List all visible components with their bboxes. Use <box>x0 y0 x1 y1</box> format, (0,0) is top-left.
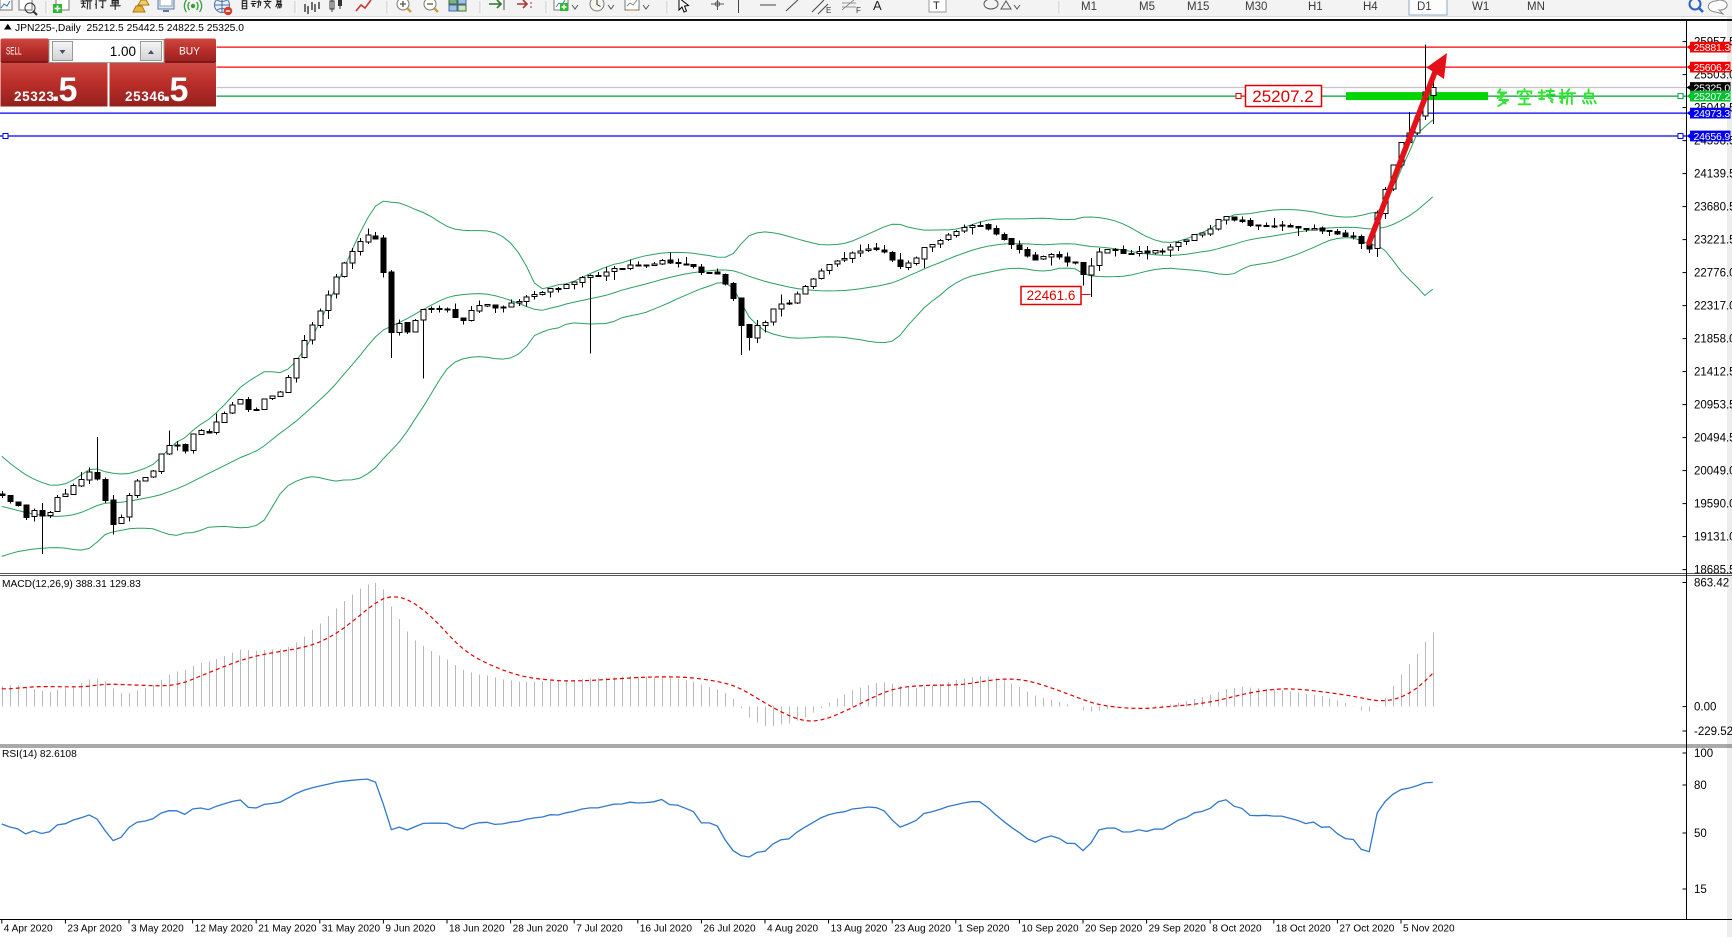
svg-text:25346: 25346 <box>125 89 166 104</box>
svg-text:H1: H1 <box>1308 1 1323 13</box>
svg-text:27 Oct 2020: 27 Oct 2020 <box>1339 924 1394 935</box>
svg-text:D1: D1 <box>1417 1 1432 13</box>
svg-text:MACD(12,26,9) 388.31 129.83: MACD(12,26,9) 388.31 129.83 <box>2 579 141 590</box>
svg-text:31 May 2020: 31 May 2020 <box>322 924 381 935</box>
svg-text:26 Jul 2020: 26 Jul 2020 <box>703 924 756 935</box>
svg-text:18685.5: 18685.5 <box>1694 565 1732 577</box>
svg-text:24973.3: 24973.3 <box>1694 108 1731 120</box>
svg-text:100: 100 <box>1694 748 1713 760</box>
svg-text:50: 50 <box>1694 828 1707 840</box>
svg-text:5: 5 <box>59 71 78 109</box>
svg-text:BUY: BUY <box>179 46 201 58</box>
svg-text:20494.5: 20494.5 <box>1694 433 1732 445</box>
svg-text:18 Jun 2020: 18 Jun 2020 <box>449 924 505 935</box>
svg-text:0.00: 0.00 <box>1694 702 1716 714</box>
svg-text:15: 15 <box>1694 884 1707 896</box>
svg-text:4 Apr 2020: 4 Apr 2020 <box>4 924 53 935</box>
svg-text:22461.6: 22461.6 <box>1027 288 1076 303</box>
svg-text:9 Jun 2020: 9 Jun 2020 <box>385 924 435 935</box>
svg-text:25207.2: 25207.2 <box>1694 91 1731 103</box>
svg-text:5: 5 <box>170 71 189 109</box>
svg-text:RSI(14) 82.6108: RSI(14) 82.6108 <box>2 749 77 760</box>
svg-text:19131.0: 19131.0 <box>1694 532 1732 544</box>
svg-text:8 Oct 2020: 8 Oct 2020 <box>1212 924 1262 935</box>
svg-text:-229.52: -229.52 <box>1694 726 1732 738</box>
svg-text:7 Jul 2020: 7 Jul 2020 <box>576 924 623 935</box>
svg-text:10 Sep 2020: 10 Sep 2020 <box>1021 924 1079 935</box>
svg-text:E: E <box>826 6 831 15</box>
svg-text:863.42: 863.42 <box>1694 578 1729 590</box>
svg-text:20049.0: 20049.0 <box>1694 466 1732 478</box>
svg-text:M5: M5 <box>1139 1 1155 13</box>
svg-text:25323: 25323 <box>14 89 55 104</box>
svg-text:25881.3: 25881.3 <box>1694 42 1731 54</box>
svg-text:21 May 2020: 21 May 2020 <box>258 924 317 935</box>
svg-text:12 May 2020: 12 May 2020 <box>195 924 254 935</box>
svg-text:16 Jul 2020: 16 Jul 2020 <box>640 924 693 935</box>
svg-text:23 Aug 2020: 23 Aug 2020 <box>894 924 951 935</box>
svg-text:23 Apr 2020: 23 Apr 2020 <box>67 924 122 935</box>
svg-text:13 Aug 2020: 13 Aug 2020 <box>831 924 888 935</box>
svg-text:1.00: 1.00 <box>110 44 136 59</box>
svg-text:20953.5: 20953.5 <box>1694 400 1732 412</box>
svg-text:M15: M15 <box>1187 1 1209 13</box>
svg-text:19590.0: 19590.0 <box>1694 499 1732 511</box>
svg-text:29 Sep 2020: 29 Sep 2020 <box>1149 924 1207 935</box>
svg-text:A: A <box>873 0 882 13</box>
svg-text:20 Sep 2020: 20 Sep 2020 <box>1085 924 1143 935</box>
svg-text:24656.9: 24656.9 <box>1694 131 1731 143</box>
svg-text:23680.5: 23680.5 <box>1694 202 1732 214</box>
svg-text:22317.0: 22317.0 <box>1694 301 1732 313</box>
svg-text:25606.2: 25606.2 <box>1694 62 1731 74</box>
svg-text:24139.5: 24139.5 <box>1694 169 1732 181</box>
svg-text:1 Sep 2020: 1 Sep 2020 <box>958 924 1010 935</box>
svg-text:22776.0: 22776.0 <box>1694 268 1732 280</box>
svg-text:28 Jun 2020: 28 Jun 2020 <box>513 924 569 935</box>
svg-text:H4: H4 <box>1363 1 1378 13</box>
svg-text:T: T <box>933 0 940 12</box>
svg-text:18 Oct 2020: 18 Oct 2020 <box>1276 924 1331 935</box>
svg-text:M30: M30 <box>1245 1 1267 13</box>
svg-text:MN: MN <box>1527 1 1545 13</box>
svg-text:80: 80 <box>1694 780 1707 792</box>
svg-text:4 Aug 2020: 4 Aug 2020 <box>767 924 818 935</box>
svg-text:SELL: SELL <box>6 46 22 58</box>
svg-text:21412.5: 21412.5 <box>1694 367 1732 379</box>
svg-text:F: F <box>856 6 861 15</box>
svg-text:3 May 2020: 3 May 2020 <box>131 924 184 935</box>
svg-text:.: . <box>52 75 60 108</box>
svg-text:W1: W1 <box>1472 1 1489 13</box>
svg-text:JPN225-,Daily 25212.5 25442.5: JPN225-,Daily 25212.5 25442.5 24822.5 25… <box>15 23 244 34</box>
svg-text:5 Nov 2020: 5 Nov 2020 <box>1403 924 1455 935</box>
svg-text:M1: M1 <box>1081 1 1097 13</box>
svg-text:21858.0: 21858.0 <box>1694 334 1732 346</box>
svg-text:25207.2: 25207.2 <box>1252 87 1313 106</box>
svg-text:25503.0: 25503.0 <box>1694 70 1732 82</box>
svg-text:.: . <box>163 75 171 108</box>
svg-text:23221.5: 23221.5 <box>1694 235 1732 247</box>
